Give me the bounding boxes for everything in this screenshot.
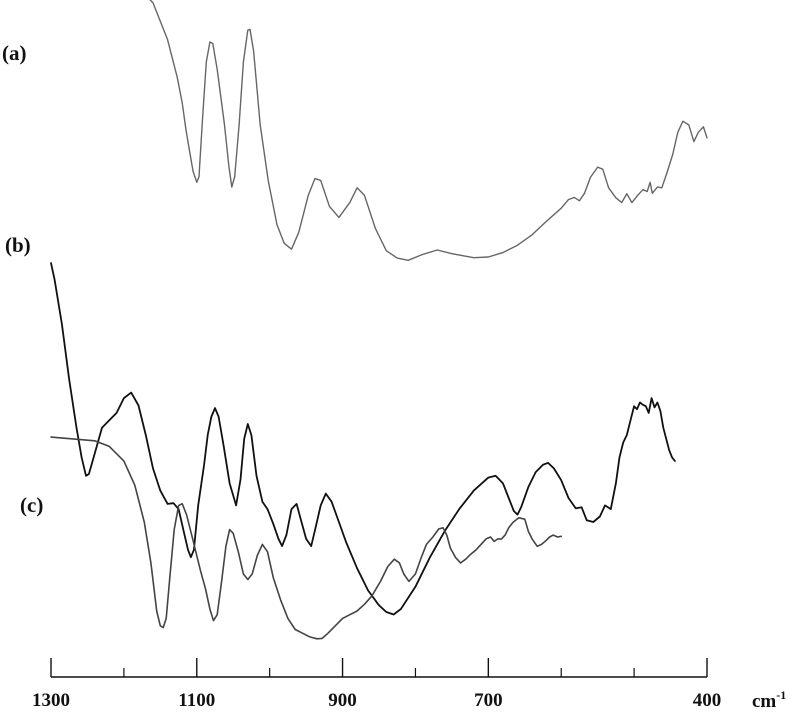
x-tick-label: 700 — [474, 690, 503, 711]
spectra-curves — [50, 0, 708, 640]
x-tick-label: 400 — [693, 690, 722, 711]
x-axis-unit-exponent: -1 — [776, 688, 786, 702]
x-tick-label: 900 — [328, 690, 357, 711]
x-axis: 1300 1100 900 700 400 — [32, 658, 721, 711]
x-axis-unit: cm-1 — [752, 688, 786, 712]
x-tick-label: 1100 — [178, 690, 215, 711]
spectrum-curve-a — [149, 0, 708, 261]
x-tick-label: 1300 — [32, 690, 70, 711]
curve-label-b: (b) — [5, 233, 31, 257]
curve-label-c: (c) — [20, 493, 43, 517]
spectrum-curve-c — [50, 436, 562, 640]
curve-label-a: (a) — [2, 41, 27, 65]
curve-labels: (a) (b) (c) — [2, 41, 43, 517]
spectrum-curve-b — [50, 262, 676, 616]
